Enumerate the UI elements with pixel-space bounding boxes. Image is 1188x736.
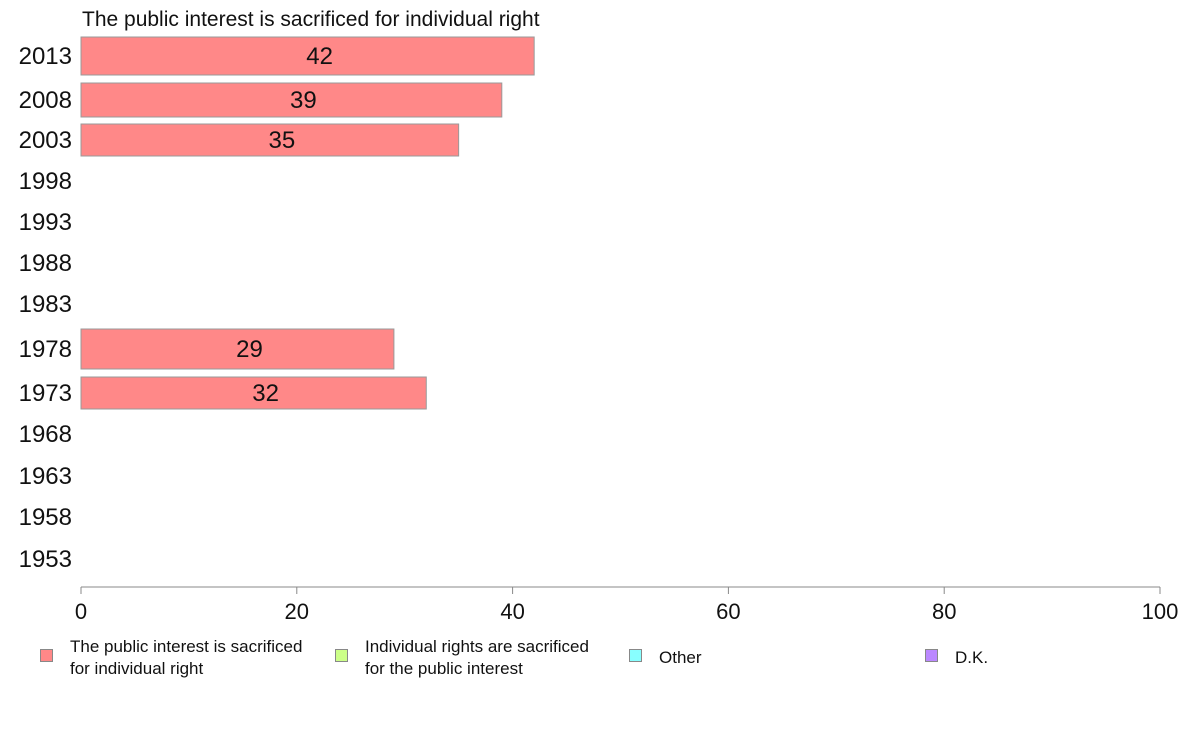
bar-value-label: 35	[268, 127, 295, 154]
bar-value-label: 32	[252, 380, 279, 407]
bar-chart: The public interest is sacrificed for in…	[19, 8, 1179, 624]
y-tick-label: 1978	[19, 336, 72, 363]
y-tick-label: 1993	[19, 209, 72, 236]
legend-label: D.K.	[955, 648, 989, 667]
y-tick-label: 1988	[19, 250, 72, 277]
legend-swatch	[925, 649, 938, 662]
x-tick-label: 100	[1142, 599, 1179, 624]
y-tick-label: 2008	[19, 87, 72, 114]
bar-value-label: 42	[306, 43, 333, 70]
bar	[80, 376, 427, 410]
y-tick-label: 1998	[19, 168, 72, 195]
legend-item-public-interest-sacrificed: The public interest is sacrificed for in…	[40, 636, 302, 680]
y-tick-label: 1968	[19, 421, 72, 448]
x-tick-label: 40	[500, 599, 524, 624]
legend-item-individual-rights-sacrificed: Individual rights are sacrificed for the…	[335, 636, 589, 680]
bar	[80, 36, 535, 76]
bar	[80, 123, 460, 157]
x-tick-label: 20	[285, 599, 309, 624]
y-tick-label: 1983	[19, 291, 72, 318]
x-tick-label: 80	[932, 599, 956, 624]
bar	[80, 82, 503, 118]
y-tick-label: 2003	[19, 127, 72, 154]
legend-swatch	[629, 649, 642, 662]
legend-label: Individual rights are sacrificed for the…	[365, 637, 589, 678]
chart-title: The public interest is sacrificed for in…	[82, 8, 540, 31]
y-tick-label: 1973	[19, 380, 72, 407]
legend: The public interest is sacrificed for in…	[0, 636, 1188, 696]
bar-value-label: 39	[290, 87, 317, 114]
bar	[80, 328, 395, 370]
bar-value-label: 29	[236, 336, 263, 363]
y-tick-label: 2013	[19, 43, 72, 70]
legend-swatch	[40, 649, 53, 662]
legend-item-other: Other	[629, 647, 702, 669]
y-tick-label: 1953	[19, 546, 72, 573]
x-tick-label: 60	[716, 599, 740, 624]
y-tick-label: 1958	[19, 504, 72, 531]
legend-label: The public interest is sacrificed for in…	[70, 637, 303, 678]
x-tick-label: 0	[75, 599, 87, 624]
legend-label: Other	[659, 648, 702, 667]
y-tick-label: 1963	[19, 463, 72, 490]
legend-swatch	[335, 649, 348, 662]
legend-item-dk: D.K.	[925, 647, 988, 669]
